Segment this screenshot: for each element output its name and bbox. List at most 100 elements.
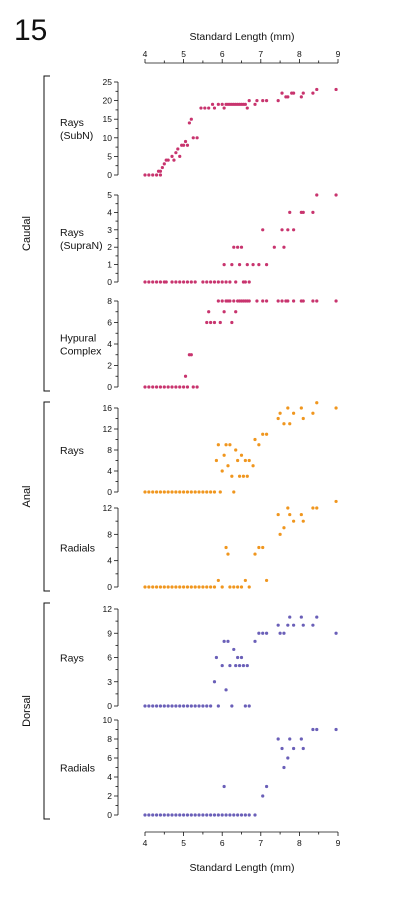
data-point xyxy=(280,228,284,232)
data-point xyxy=(218,490,222,494)
data-point xyxy=(261,228,265,232)
data-point xyxy=(228,299,232,303)
data-point xyxy=(239,813,244,817)
data-point xyxy=(264,99,269,103)
group-label: Anal xyxy=(21,485,33,507)
data-point xyxy=(143,813,147,817)
y-tick-label: 2 xyxy=(107,242,112,252)
panel-label: Radials xyxy=(60,763,95,775)
y-tick-label: 8 xyxy=(107,296,112,306)
data-point xyxy=(147,704,151,708)
data-point xyxy=(334,631,338,635)
data-point xyxy=(220,813,224,817)
data-point xyxy=(311,299,315,303)
data-point xyxy=(147,813,151,817)
data-point xyxy=(158,704,163,708)
data-point xyxy=(230,320,234,325)
data-point xyxy=(301,623,305,627)
data-point xyxy=(170,280,174,284)
y-tick-label: 0 xyxy=(107,487,112,497)
data-point xyxy=(228,585,232,589)
data-point xyxy=(154,704,159,708)
data-point xyxy=(220,469,224,473)
y-tick-label: 4 xyxy=(107,466,112,476)
y-tick-label: 16 xyxy=(103,403,113,413)
data-point xyxy=(301,746,305,751)
y-tick-label: 12 xyxy=(103,503,113,513)
data-point xyxy=(166,490,170,494)
data-point xyxy=(162,490,166,494)
panel-3: Rays 0 4 8 12 16 xyxy=(60,401,338,497)
data-point xyxy=(232,490,236,494)
data-point xyxy=(236,585,240,589)
data-point xyxy=(299,737,303,741)
y-tick-label: 0 xyxy=(107,382,112,392)
group-bracket-anal: Anal xyxy=(21,401,50,592)
data-point xyxy=(261,432,265,436)
data-point xyxy=(189,117,193,121)
data-point xyxy=(261,299,265,303)
panel-label: Hypural xyxy=(60,333,96,345)
data-point xyxy=(241,663,246,668)
panel-label: (SubN) xyxy=(60,130,93,142)
data-point xyxy=(272,245,276,249)
data-point xyxy=(292,746,296,751)
y-tick-label: 12 xyxy=(103,424,113,434)
data-point xyxy=(164,280,168,284)
y-tick-label: 4 xyxy=(107,772,112,782)
data-point xyxy=(222,453,226,457)
data-point xyxy=(205,585,209,589)
data-point xyxy=(315,401,319,405)
data-point xyxy=(170,490,174,494)
top-x-axis-tick-label: 9 xyxy=(336,49,341,59)
data-point xyxy=(216,102,220,106)
data-point xyxy=(205,704,209,708)
data-point xyxy=(237,474,242,478)
top-x-axis: 4 5 6 7 8 9 xyxy=(143,49,341,64)
data-point xyxy=(212,813,217,817)
y-tick-label: 0 xyxy=(107,582,112,592)
data-point xyxy=(151,385,155,389)
data-point xyxy=(154,813,159,817)
data-point xyxy=(158,280,163,284)
data-point xyxy=(174,151,178,155)
data-point xyxy=(236,458,240,463)
data-point xyxy=(205,490,209,494)
data-point xyxy=(197,704,201,708)
data-point xyxy=(212,490,217,494)
data-point xyxy=(212,680,217,684)
panel-label: Complex xyxy=(60,346,102,358)
data-point xyxy=(220,663,224,668)
data-point xyxy=(185,585,190,589)
group-bracket-caudal: Caudal xyxy=(21,75,50,392)
data-point xyxy=(185,280,190,284)
data-point xyxy=(280,746,284,751)
data-point xyxy=(257,545,261,550)
data-point xyxy=(154,173,159,177)
data-point xyxy=(245,663,249,668)
data-point xyxy=(243,813,247,817)
y-tick-label: 4 xyxy=(107,207,112,217)
data-point xyxy=(193,490,197,494)
data-point xyxy=(315,615,319,619)
y-tick-label: 1 xyxy=(107,260,112,270)
data-point xyxy=(226,464,230,468)
data-point xyxy=(315,299,319,303)
data-point xyxy=(170,585,174,589)
y-tick-label: 4 xyxy=(107,339,112,349)
data-point xyxy=(158,169,163,173)
data-point xyxy=(170,385,174,389)
data-point xyxy=(170,154,174,158)
data-point xyxy=(197,813,201,817)
data-point xyxy=(178,585,182,589)
y-tick-label: 8 xyxy=(107,445,112,455)
data-point xyxy=(183,374,188,378)
data-point xyxy=(278,631,282,635)
data-point xyxy=(199,106,203,110)
panel-1: Rays(SupraN) 0 1 2 3 4 5 xyxy=(60,190,338,287)
data-point xyxy=(243,280,247,284)
data-point xyxy=(247,99,251,103)
data-point xyxy=(288,422,292,426)
data-point xyxy=(253,813,257,817)
data-point xyxy=(147,385,151,389)
